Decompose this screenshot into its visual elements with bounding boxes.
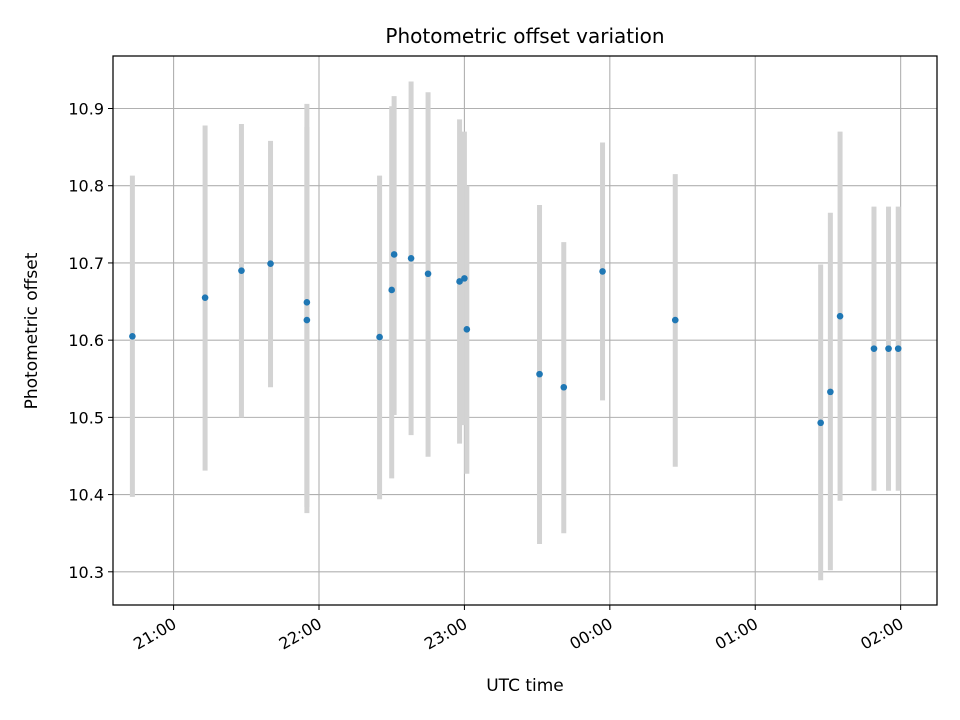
data-point bbox=[303, 316, 311, 324]
data-points bbox=[129, 251, 902, 427]
data-point bbox=[424, 270, 432, 278]
y-tick-label: 10.5 bbox=[68, 408, 104, 427]
data-point bbox=[671, 316, 679, 324]
data-point bbox=[201, 294, 209, 301]
data-point bbox=[390, 251, 398, 258]
data-point bbox=[407, 255, 415, 262]
y-tick-label: 10.3 bbox=[68, 563, 104, 582]
data-point bbox=[894, 345, 902, 352]
data-point bbox=[827, 388, 834, 396]
y-tick-label: 10.6 bbox=[68, 331, 104, 350]
y-tick-label: 10.4 bbox=[68, 486, 104, 505]
x-axis-label: UTC time bbox=[486, 676, 564, 696]
data-point bbox=[870, 345, 878, 352]
data-point bbox=[267, 260, 274, 268]
plot-frame bbox=[112, 55, 938, 606]
data-point bbox=[885, 345, 892, 352]
data-point bbox=[560, 383, 568, 391]
y-axis-label: Photometric offset bbox=[22, 252, 42, 409]
data-point bbox=[303, 299, 311, 306]
data-point bbox=[463, 326, 471, 333]
data-point bbox=[836, 312, 844, 320]
data-point bbox=[456, 278, 463, 285]
data-point bbox=[238, 267, 245, 274]
data-point bbox=[129, 332, 136, 340]
data-point bbox=[461, 275, 468, 282]
data-point bbox=[599, 268, 606, 275]
y-tick-label: 10.8 bbox=[68, 177, 104, 196]
data-point bbox=[817, 419, 824, 427]
data-point bbox=[376, 333, 383, 341]
data-point bbox=[536, 370, 543, 378]
chart-title: Photometric offset variation bbox=[385, 24, 664, 48]
y-tick-label: 10.7 bbox=[68, 254, 104, 273]
y-tick-label: 10.9 bbox=[68, 100, 104, 119]
data-point bbox=[388, 286, 396, 294]
